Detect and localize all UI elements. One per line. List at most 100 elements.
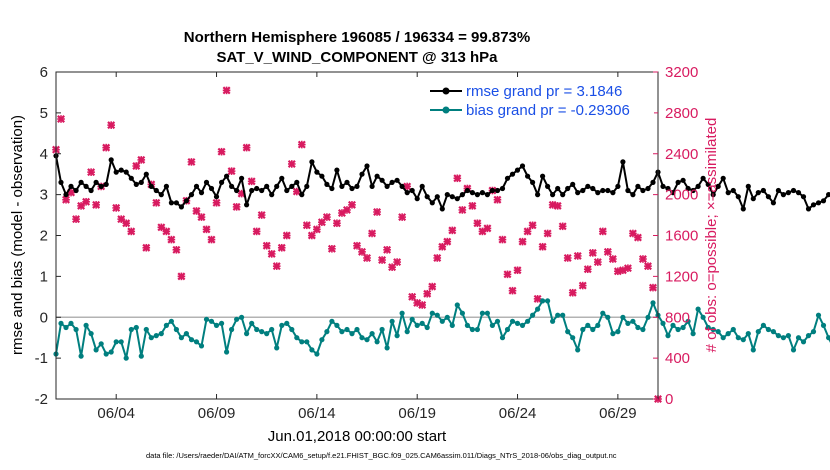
- bias-point: [113, 339, 119, 345]
- bias-point: [274, 345, 280, 351]
- bias-point: [404, 329, 410, 335]
- bias-point: [735, 335, 741, 341]
- obs-assimilated-point: [553, 201, 562, 210]
- obs-assimilated-point: [458, 205, 467, 214]
- x-tick-label: 06/24: [499, 405, 537, 422]
- bias-point: [620, 314, 626, 320]
- y-left-tick-label: -2: [35, 391, 48, 408]
- bias-point: [98, 341, 104, 347]
- rmse-point: [379, 177, 385, 183]
- bias-point: [108, 349, 114, 355]
- obs-assimilated-point: [348, 200, 356, 209]
- bias-point: [685, 318, 691, 324]
- bias-point: [810, 329, 817, 335]
- plot-area: [56, 72, 658, 399]
- rmse-point: [454, 196, 460, 202]
- obs-assimilated-point: [62, 195, 71, 204]
- rmse-point: [580, 187, 586, 194]
- bias-point: [765, 326, 772, 333]
- rmse-point: [68, 183, 74, 189]
- rmse-point: [690, 187, 696, 194]
- rmse-point: [414, 196, 420, 202]
- rmse-point: [203, 179, 210, 185]
- y-left-tick-label: 6: [40, 64, 48, 81]
- obs-assimilated-point: [92, 200, 101, 209]
- obs-assimilated-point: [528, 221, 537, 230]
- obs-assimilated-point: [312, 225, 321, 234]
- obs-assimilated-point: [187, 157, 196, 166]
- obs-assimilated-point: [563, 254, 572, 262]
- bias-point: [499, 335, 506, 341]
- y-axis-right-ticks: 0 400 800 1200 1600 2000 2400 2800 3200: [653, 64, 698, 408]
- rmse-point: [324, 181, 330, 187]
- bias-point: [459, 310, 465, 316]
- bias-point: [384, 345, 390, 351]
- bias-point: [474, 326, 480, 333]
- bias-point: [705, 324, 711, 331]
- bias-point: [334, 322, 340, 328]
- obs-assimilated-point: [383, 245, 392, 254]
- bias-point: [444, 314, 450, 320]
- obs-assimilated-point: [498, 235, 507, 244]
- bias-point: [826, 335, 830, 341]
- obs-assimilated-point: [598, 227, 607, 236]
- rmse-point: [88, 187, 94, 194]
- bias-point: [514, 320, 521, 326]
- obs-assimilated-point: [513, 266, 522, 275]
- rmse-point: [560, 192, 566, 198]
- x-axis-ticks: 06/04 06/09 06/14 06/19 06/24 06/29: [97, 72, 637, 422]
- rmse-point: [198, 190, 205, 196]
- bias-point: [585, 322, 591, 328]
- bias-point: [264, 331, 270, 337]
- rmse-point: [309, 159, 315, 165]
- rmse-point: [550, 192, 556, 198]
- y-axis-left-ticks: -2 -1 0 1 2 3 4 5 6: [35, 64, 61, 408]
- obs-assimilated-point: [588, 248, 597, 257]
- rmse-point: [128, 175, 134, 181]
- bias-point: [63, 324, 69, 331]
- bias-point: [299, 339, 305, 345]
- rmse-point: [168, 200, 174, 206]
- bias-point: [570, 335, 576, 341]
- bias-point: [284, 320, 290, 326]
- rmse-point: [545, 183, 551, 189]
- obs-assimilated-point: [578, 281, 587, 290]
- rmse-point: [178, 204, 184, 210]
- bias-point: [580, 326, 586, 333]
- obs-assimilated-point: [227, 167, 236, 176]
- obs-assimilated-point: [197, 213, 206, 222]
- rmse-point: [213, 194, 220, 200]
- bias-point: [504, 326, 511, 333]
- obs-assimilated-point: [162, 227, 171, 236]
- rmse-point: [289, 183, 295, 189]
- rmse-point: [540, 173, 546, 179]
- obs-assimilated-point: [177, 272, 186, 281]
- obs-assimilated-point: [77, 201, 86, 210]
- bias-point: [484, 310, 490, 316]
- y-left-tick-label: 2: [40, 228, 48, 245]
- rmse-point: [820, 198, 827, 204]
- bias-point: [93, 347, 99, 353]
- obs-assimilated-point: [643, 262, 652, 271]
- obs-assimilated-point: [87, 168, 96, 177]
- obs-assimilated-point: [222, 86, 231, 95]
- bias-point: [530, 312, 536, 318]
- rmse-point: [364, 163, 370, 169]
- rmse-point: [464, 187, 470, 194]
- rmse-point: [158, 192, 164, 198]
- y-left-tick-label: 1: [40, 268, 48, 285]
- obs-assimilated-point: [473, 219, 482, 228]
- bias-point: [680, 324, 686, 331]
- bias-point: [304, 339, 310, 345]
- rmse-point: [625, 187, 631, 194]
- rmse-point: [630, 192, 636, 198]
- y-right-tick-label: 3200: [665, 64, 698, 81]
- rmse-point: [525, 173, 531, 179]
- y-right-tick-label: 0: [665, 391, 673, 408]
- bias-point: [449, 322, 455, 328]
- y-right-tick-label: 400: [665, 350, 690, 367]
- obs-assimilated-point: [132, 162, 141, 170]
- rmse-point: [103, 181, 109, 187]
- x-tick-label: 06/29: [599, 405, 637, 422]
